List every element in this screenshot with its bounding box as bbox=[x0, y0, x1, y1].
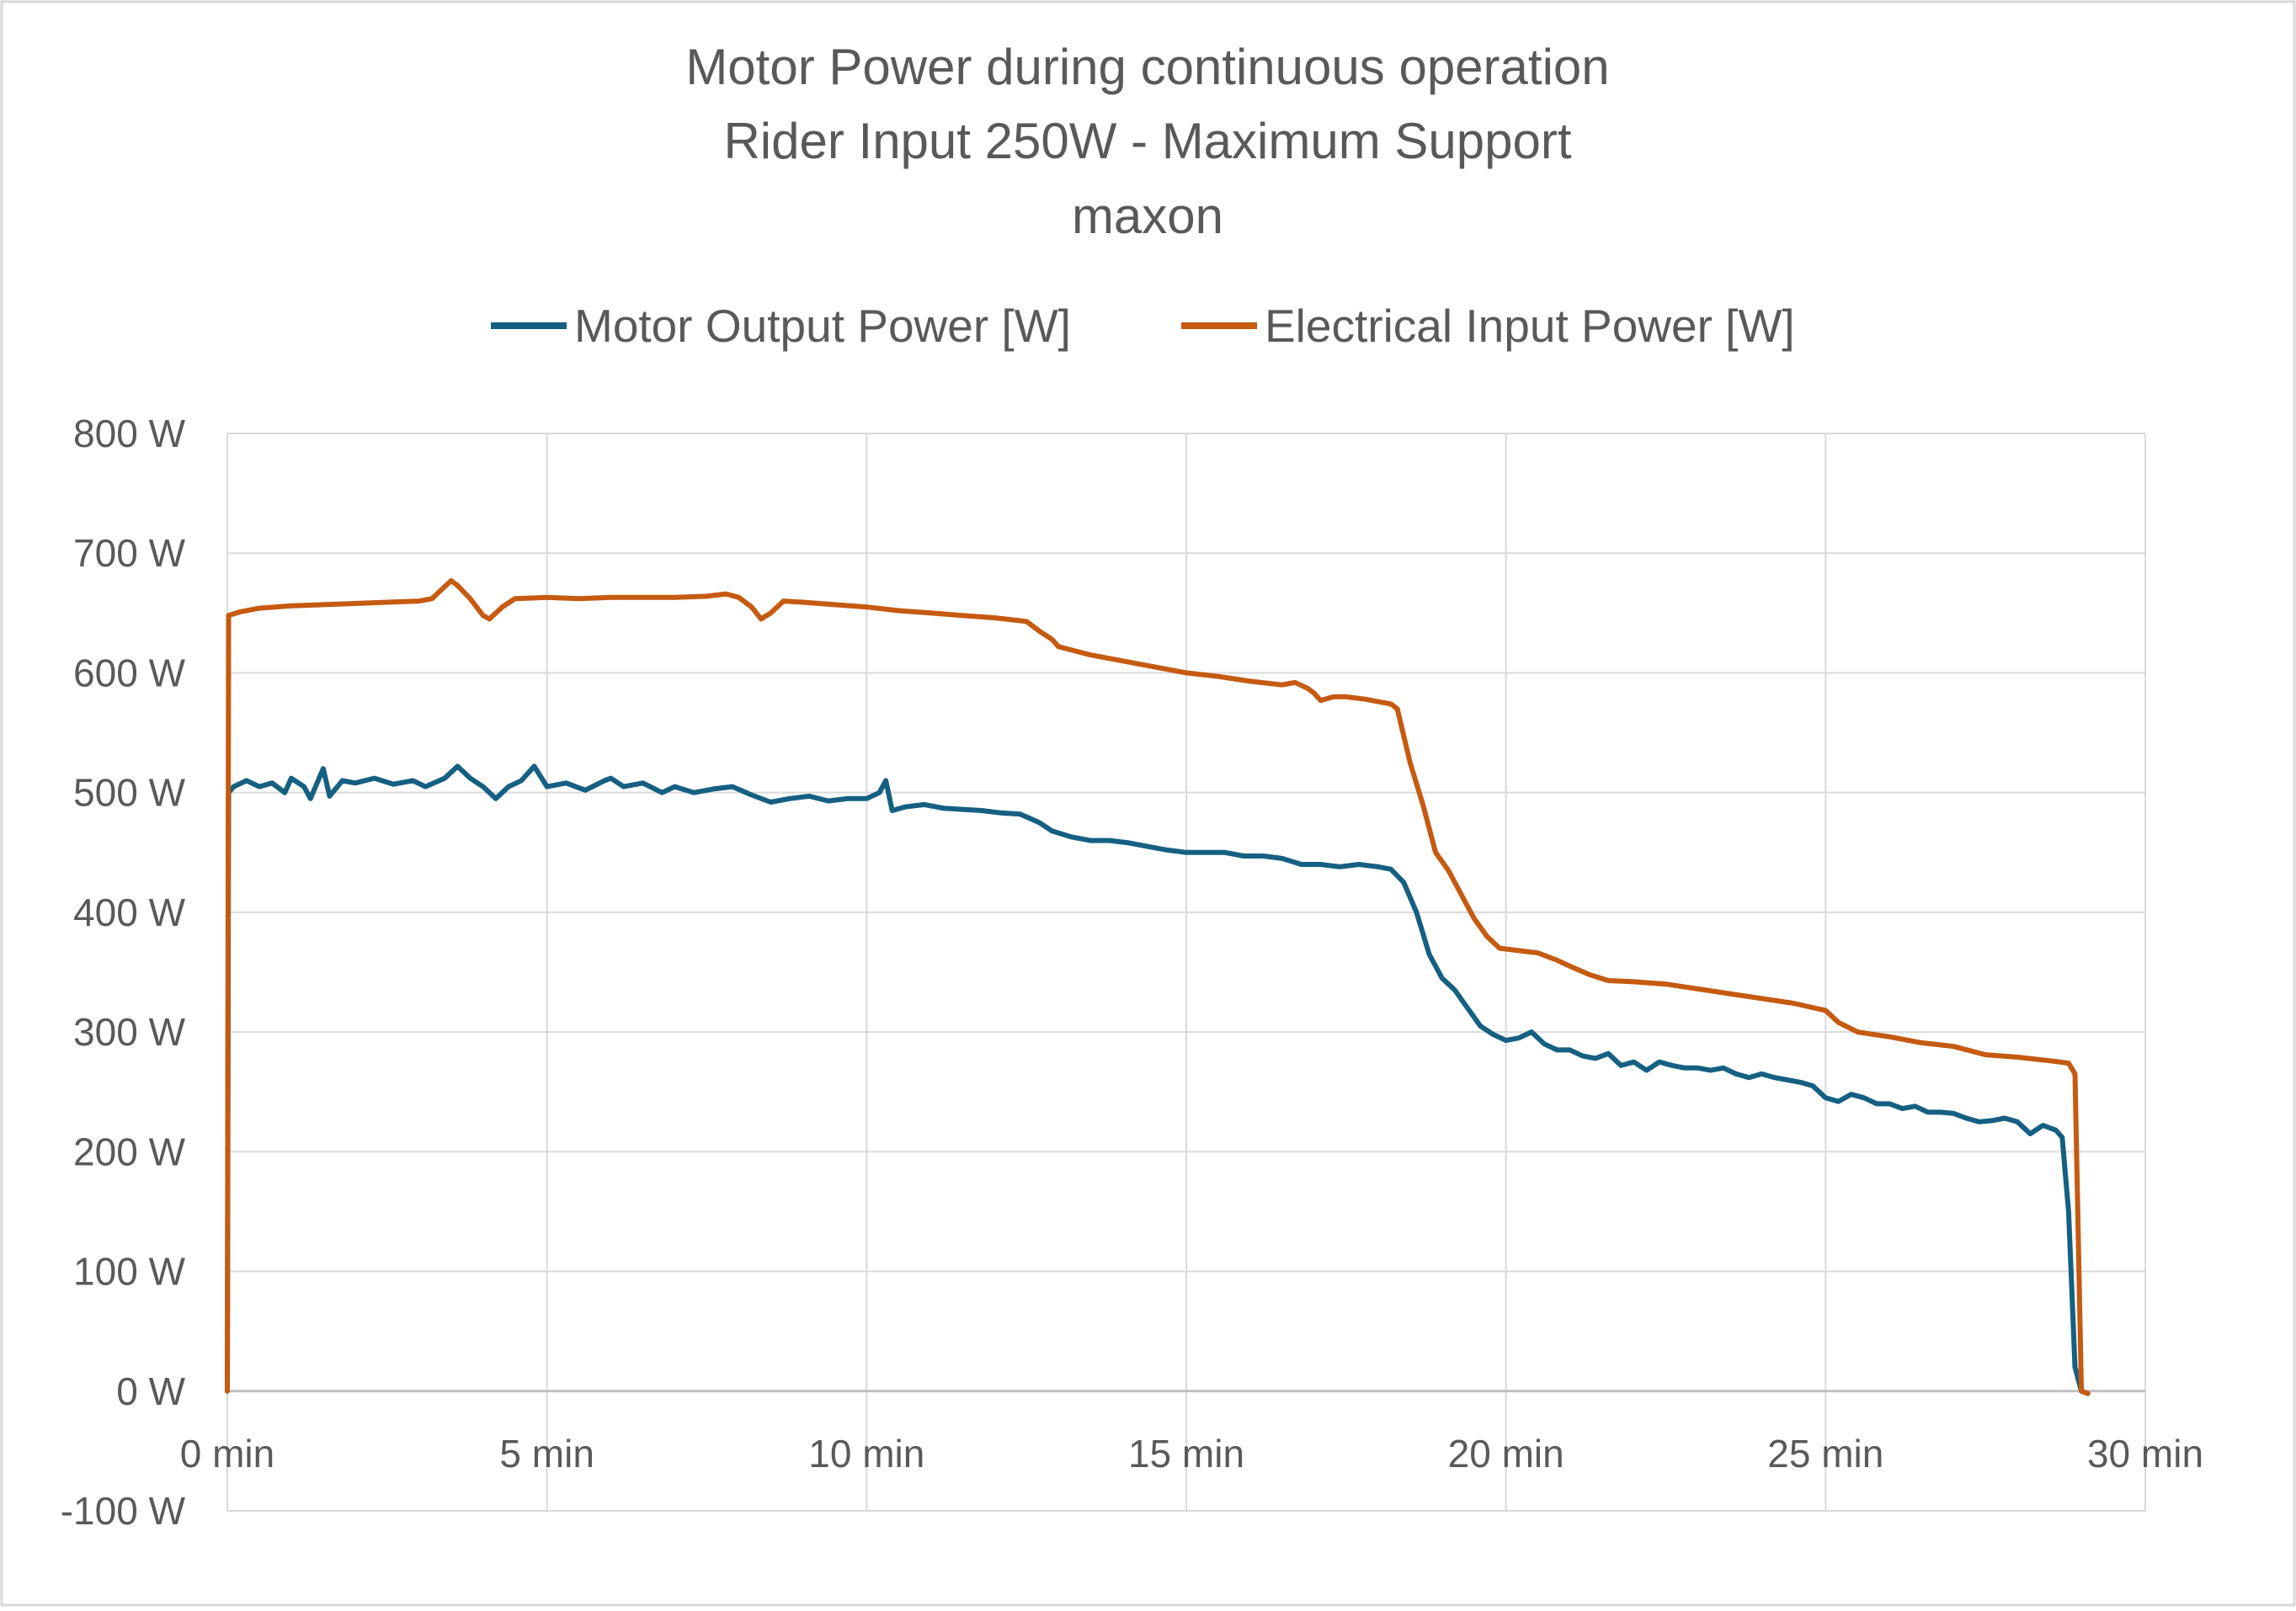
x-tick-label: 30 min bbox=[2087, 1432, 2203, 1475]
series-line-electrical-input-power bbox=[225, 577, 2091, 1396]
y-tick-label: 600 W bbox=[73, 651, 186, 694]
legend-label-electrical-input: Electrical Input Power [W] bbox=[1265, 300, 1795, 352]
y-tick-label: 100 W bbox=[73, 1250, 186, 1294]
legend-label-motor-output: Motor Output Power [W] bbox=[574, 300, 1071, 352]
y-tick-label: 500 W bbox=[73, 771, 186, 815]
chart-title-line-2: Rider Input 250W - Maximum Support bbox=[723, 113, 1571, 169]
y-axis-tick-labels: 800 W 700 W 600 W 500 W 400 W 300 W 200 W 100 W… bbox=[61, 412, 186, 1533]
x-tick-label: 20 min bbox=[1448, 1432, 1564, 1475]
x-tick-label: 25 min bbox=[1767, 1432, 1883, 1475]
chart-title-line-3: maxon bbox=[1072, 188, 1223, 244]
x-axis-tick-labels: 0 min 5 min 10 min 15 min 20 min 25 min 30 min bbox=[180, 1432, 2203, 1475]
y-tick-label: 300 W bbox=[73, 1010, 186, 1054]
legend: Motor Output Power [W] Electrical Input … bbox=[491, 300, 1795, 352]
y-tick-label: 0 W bbox=[116, 1369, 185, 1413]
x-tick-label: 10 min bbox=[808, 1432, 924, 1475]
chart-title-line-1: Motor Power during continuous operation bbox=[685, 39, 1609, 95]
y-tick-label: 700 W bbox=[73, 531, 186, 575]
plot-area bbox=[225, 577, 2091, 1396]
y-tick-label: 400 W bbox=[73, 891, 186, 934]
series-line-motor-output-power bbox=[225, 763, 2091, 1396]
y-tick-label: -100 W bbox=[61, 1489, 186, 1533]
x-tick-label: 0 min bbox=[180, 1432, 274, 1475]
x-tick-label: 5 min bbox=[499, 1432, 594, 1475]
y-tick-label: 200 W bbox=[73, 1130, 186, 1173]
chart-title: Motor Power during continuous operation … bbox=[685, 39, 1609, 244]
y-tick-label: 800 W bbox=[73, 412, 186, 455]
x-tick-label: 15 min bbox=[1128, 1432, 1244, 1475]
